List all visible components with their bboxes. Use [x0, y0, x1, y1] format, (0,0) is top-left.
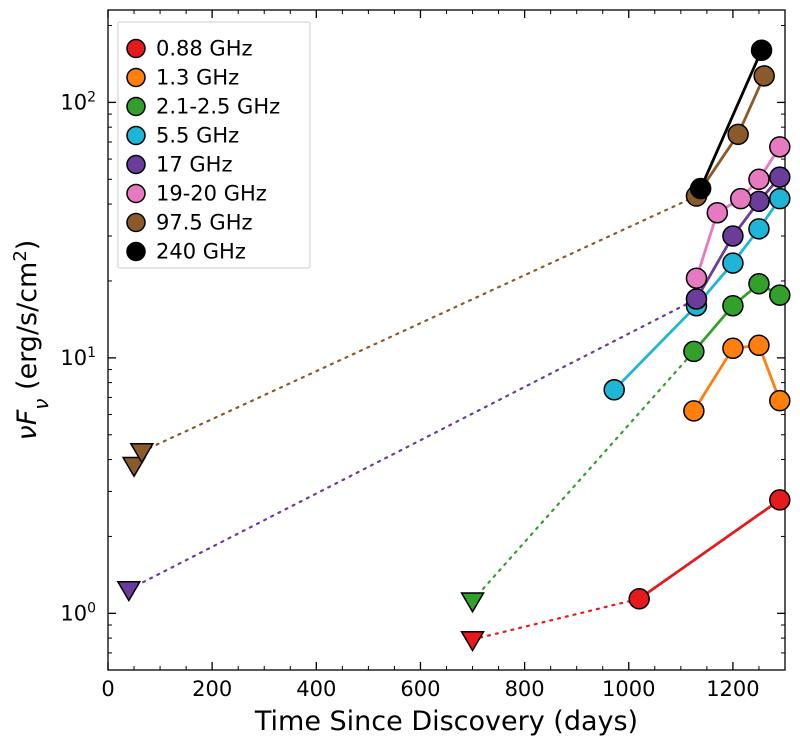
svg-text:1200: 1200: [706, 677, 759, 701]
svg-text:101: 101: [60, 345, 96, 370]
svg-text:102: 102: [60, 89, 96, 114]
svg-text:2.1-2.5 GHz: 2.1-2.5 GHz: [156, 95, 280, 119]
svg-text:1000: 1000: [602, 677, 655, 701]
svg-text:240 GHz: 240 GHz: [156, 240, 246, 264]
svg-text:200: 200: [192, 677, 232, 701]
svg-text:400: 400: [296, 677, 336, 701]
nuFnu-chart: 0 200 400 600 800 1000 1200 Time Since Discover…: [0, 0, 800, 754]
svg-text:800: 800: [505, 677, 545, 701]
svg-text:97.5 GHz: 97.5 GHz: [156, 211, 253, 235]
svg-text:0.88 GHz: 0.88 GHz: [156, 37, 253, 61]
svg-text:19-20 GHz: 19-20 GHz: [156, 182, 267, 206]
svg-text:5.5 GHz: 5.5 GHz: [156, 124, 239, 148]
svg-text:600: 600: [400, 677, 440, 701]
svg-text:17 GHz: 17 GHz: [156, 153, 232, 177]
svg-text:Time Since Discovery (days): Time Since Discovery (days): [254, 706, 638, 737]
svg-text:1.3 GHz: 1.3 GHz: [156, 66, 239, 90]
legend: 0.88 GHz 1.3 GHz 2.1-2.5 GHz 5.5 GHz 17 GHz 1…: [118, 22, 310, 268]
svg-text:0: 0: [101, 677, 114, 701]
svg-text:νFν (erg/s/cm2): νFν (erg/s/cm2): [10, 240, 54, 441]
svg-text:100: 100: [60, 600, 96, 625]
